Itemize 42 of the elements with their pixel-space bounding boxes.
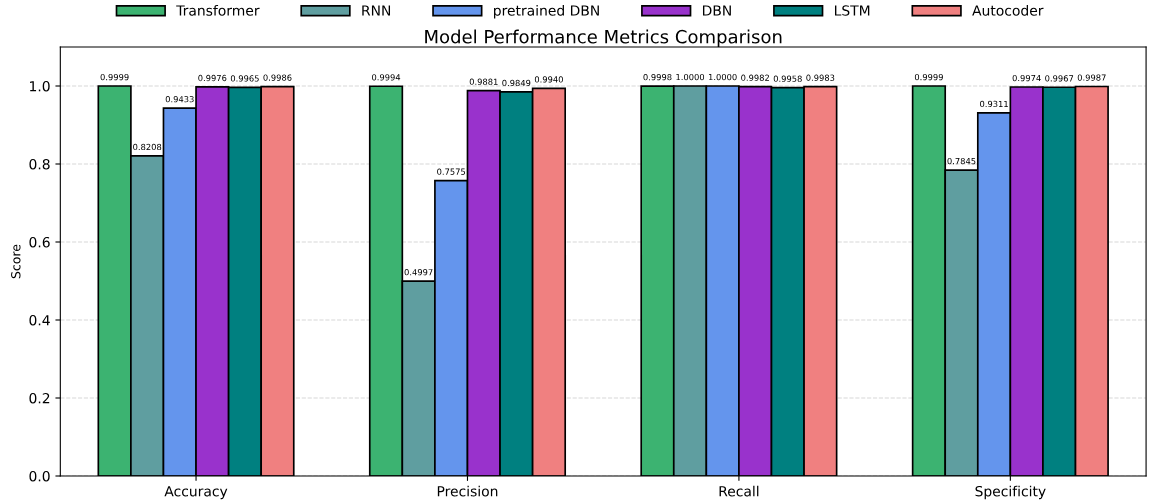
data-label: 0.9998 [643, 73, 672, 81]
y-tick-label: 0.0 [29, 470, 50, 482]
legend-label: Transformer [176, 5, 260, 16]
data-label: 0.9976 [198, 74, 227, 82]
data-label: 0.9940 [534, 76, 563, 83]
data-label: 0.9433 [165, 96, 194, 103]
data-label: 0.7575 [437, 168, 466, 175]
data-label: 0.9999 [914, 73, 943, 81]
y-tick-label: 0.8 [29, 158, 50, 170]
data-label: 0.7845 [947, 157, 976, 165]
legend-label: pretrained DBN [494, 5, 599, 19]
data-label: 0.9982 [741, 74, 769, 81]
data-label: 1.0000 [676, 73, 705, 81]
data-label: 0.8208 [133, 143, 162, 151]
x-tick-label: Recall [719, 485, 759, 497]
data-label: 0.9994 [372, 74, 401, 81]
x-tick-label: Specificity [975, 485, 1046, 500]
legend-label: DBN [702, 5, 731, 16]
legend-label: RNN [362, 5, 391, 16]
chart-title: Model Performance Metrics Comparison [425, 29, 782, 47]
legend-label: LSTM [835, 5, 870, 16]
data-label: 0.9974 [1012, 74, 1041, 82]
x-tick-label: Precision [437, 485, 498, 497]
data-label: 0.9983 [806, 74, 835, 81]
x-tick-label: Accuracy [164, 486, 228, 500]
data-label: 1.0000 [708, 73, 737, 81]
data-label: 0.9958 [773, 75, 802, 82]
y-tick-label: 1.0 [30, 80, 50, 92]
data-label: 0.9311 [980, 100, 1008, 108]
data-label: 0.9999 [100, 73, 129, 81]
y-tick-label: 0.6 [29, 236, 50, 248]
legend-label: Autocoder [972, 5, 1044, 16]
y-axis-title: Score [11, 244, 21, 279]
y-tick-label: 0.4 [29, 314, 50, 326]
data-label: 0.9987 [1077, 74, 1106, 81]
data-label: 0.4997 [404, 269, 433, 276]
data-label: 0.9965 [230, 75, 259, 82]
y-tick-label: 0.2 [29, 392, 50, 404]
data-label: 0.9849 [502, 79, 531, 87]
data-label: 0.9986 [263, 74, 292, 81]
data-label: 0.9881 [469, 78, 498, 85]
data-label: 0.9967 [1045, 75, 1074, 82]
